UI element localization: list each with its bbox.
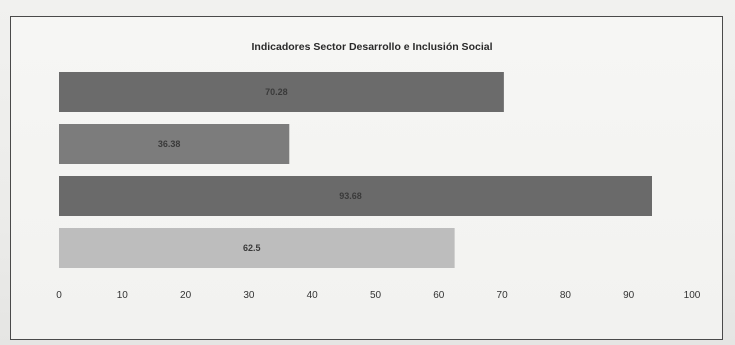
data-label-2: 36.38 bbox=[158, 139, 181, 149]
x-tick-label-70: 70 bbox=[497, 290, 509, 301]
x-tick-label-60: 60 bbox=[433, 290, 445, 301]
chart-title: Indicadores Sector Desarrollo e Inclusió… bbox=[252, 41, 493, 53]
bar-3 bbox=[59, 176, 652, 216]
x-tick-label-10: 10 bbox=[117, 290, 129, 301]
x-tick-label-40: 40 bbox=[307, 290, 319, 301]
data-label-4: 62.5 bbox=[243, 243, 261, 253]
data-labels-group: 70.28 36.38 93.68 62.5 bbox=[158, 87, 362, 253]
bar-2 bbox=[59, 124, 290, 164]
bar-1 bbox=[59, 72, 504, 112]
x-tick-label-80: 80 bbox=[560, 290, 572, 301]
data-label-1: 70.28 bbox=[265, 87, 288, 97]
x-tick-label-30: 30 bbox=[243, 290, 255, 301]
x-tick-label-20: 20 bbox=[180, 290, 192, 301]
data-label-3: 93.68 bbox=[339, 191, 362, 201]
bars-group bbox=[59, 72, 652, 268]
x-tick-label-90: 90 bbox=[623, 290, 635, 301]
x-tick-label-100: 100 bbox=[684, 290, 701, 301]
x-axis-ticks: 0 10 20 30 40 50 60 70 80 90 100 bbox=[56, 290, 701, 301]
x-tick-label-0: 0 bbox=[56, 290, 62, 301]
x-tick-label-50: 50 bbox=[370, 290, 382, 301]
bar-4 bbox=[59, 228, 455, 268]
